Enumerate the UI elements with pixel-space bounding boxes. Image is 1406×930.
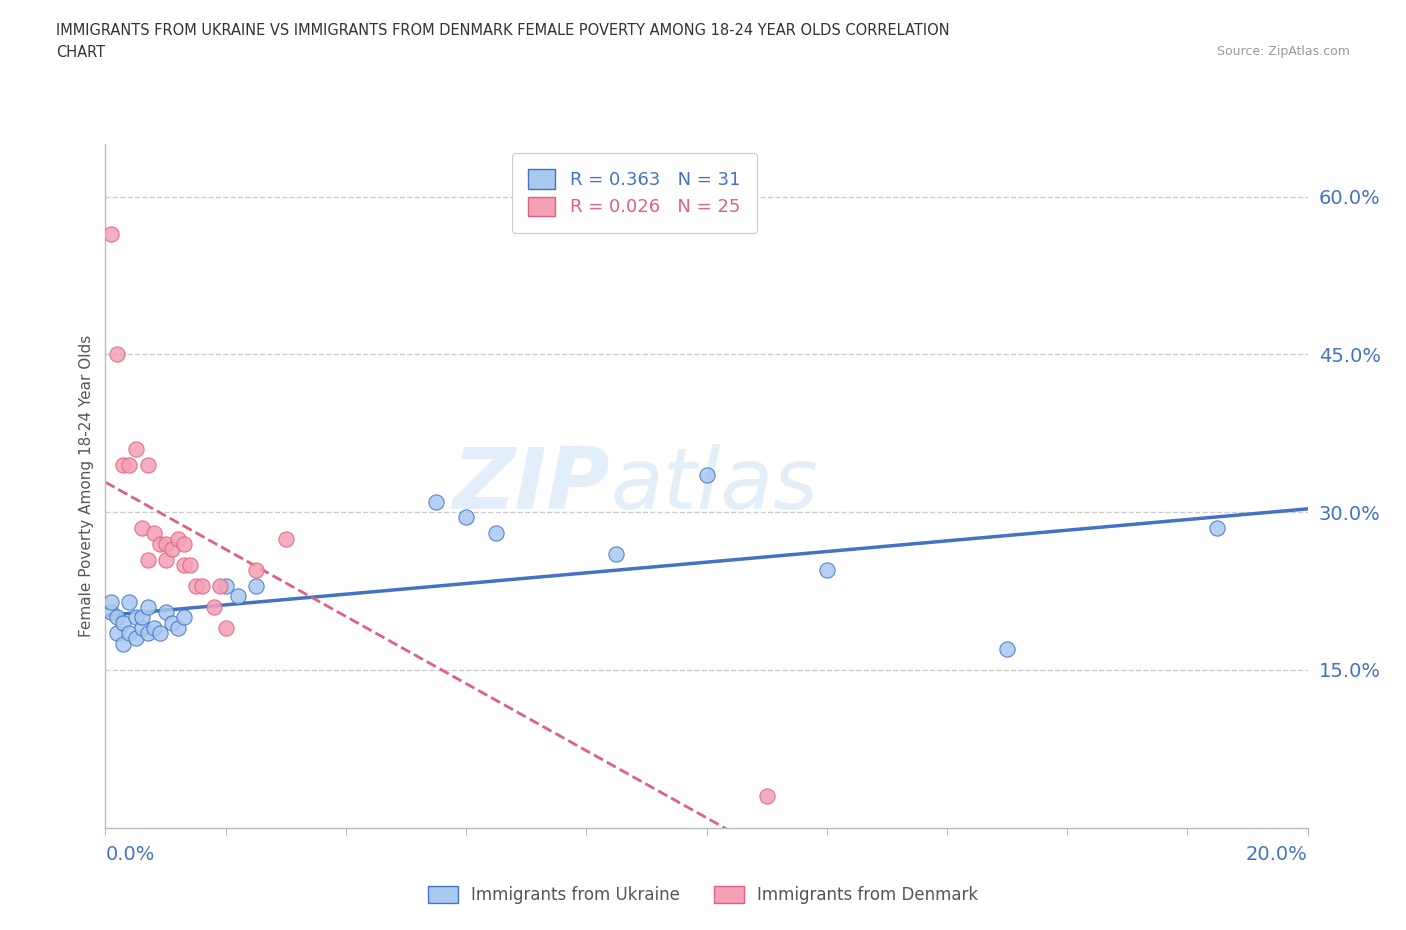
Text: ZIP: ZIP — [453, 445, 610, 527]
Point — [118, 626, 141, 641]
Point — [107, 347, 129, 362]
Point — [131, 610, 153, 625]
Point — [485, 525, 508, 540]
Point — [124, 442, 146, 457]
Point — [118, 594, 141, 609]
Point — [184, 578, 207, 593]
Point — [173, 557, 195, 572]
Point — [124, 610, 146, 625]
Point — [148, 626, 170, 641]
Text: Source: ZipAtlas.com: Source: ZipAtlas.com — [1216, 45, 1350, 58]
Text: CHART: CHART — [56, 45, 105, 60]
Point — [160, 616, 183, 631]
Point — [173, 537, 195, 551]
Text: IMMIGRANTS FROM UKRAINE VS IMMIGRANTS FROM DENMARK FEMALE POVERTY AMONG 18-24 YE: IMMIGRANTS FROM UKRAINE VS IMMIGRANTS FR… — [56, 23, 950, 38]
Y-axis label: Female Poverty Among 18-24 Year Olds: Female Poverty Among 18-24 Year Olds — [79, 335, 94, 637]
Text: atlas: atlas — [610, 445, 818, 527]
Point — [155, 537, 177, 551]
Point — [454, 510, 477, 525]
Point — [136, 626, 159, 641]
Point — [100, 604, 122, 619]
Point — [190, 578, 212, 593]
Point — [107, 626, 129, 641]
Point — [245, 563, 267, 578]
Point — [214, 620, 236, 635]
Point — [112, 636, 135, 651]
Text: 20.0%: 20.0% — [1246, 845, 1308, 864]
Point — [166, 531, 188, 546]
Point — [136, 552, 159, 567]
Point — [148, 537, 170, 551]
Point — [131, 620, 153, 635]
Point — [142, 620, 165, 635]
Point — [173, 610, 195, 625]
Point — [995, 642, 1018, 657]
Point — [755, 789, 778, 804]
Point — [155, 604, 177, 619]
Point — [425, 494, 447, 509]
Text: 0.0%: 0.0% — [105, 845, 155, 864]
Point — [274, 531, 297, 546]
Point — [605, 547, 627, 562]
Point — [124, 631, 146, 645]
Point — [696, 468, 718, 483]
Point — [245, 578, 267, 593]
Point — [208, 578, 231, 593]
Point — [1206, 521, 1229, 536]
Point — [136, 600, 159, 615]
Point — [166, 620, 188, 635]
Point — [112, 616, 135, 631]
Point — [160, 541, 183, 556]
Point — [202, 600, 225, 615]
Legend: Immigrants from Ukraine, Immigrants from Denmark: Immigrants from Ukraine, Immigrants from… — [419, 878, 987, 912]
Point — [100, 594, 122, 609]
Point — [214, 578, 236, 593]
Point — [136, 458, 159, 472]
Point — [112, 458, 135, 472]
Point — [179, 557, 201, 572]
Legend: R = 0.363   N = 31, R = 0.026   N = 25: R = 0.363 N = 31, R = 0.026 N = 25 — [512, 153, 756, 232]
Point — [142, 525, 165, 540]
Point — [226, 589, 249, 604]
Point — [815, 563, 838, 578]
Point — [155, 552, 177, 567]
Point — [131, 521, 153, 536]
Point — [100, 226, 122, 241]
Point — [118, 458, 141, 472]
Point — [107, 610, 129, 625]
